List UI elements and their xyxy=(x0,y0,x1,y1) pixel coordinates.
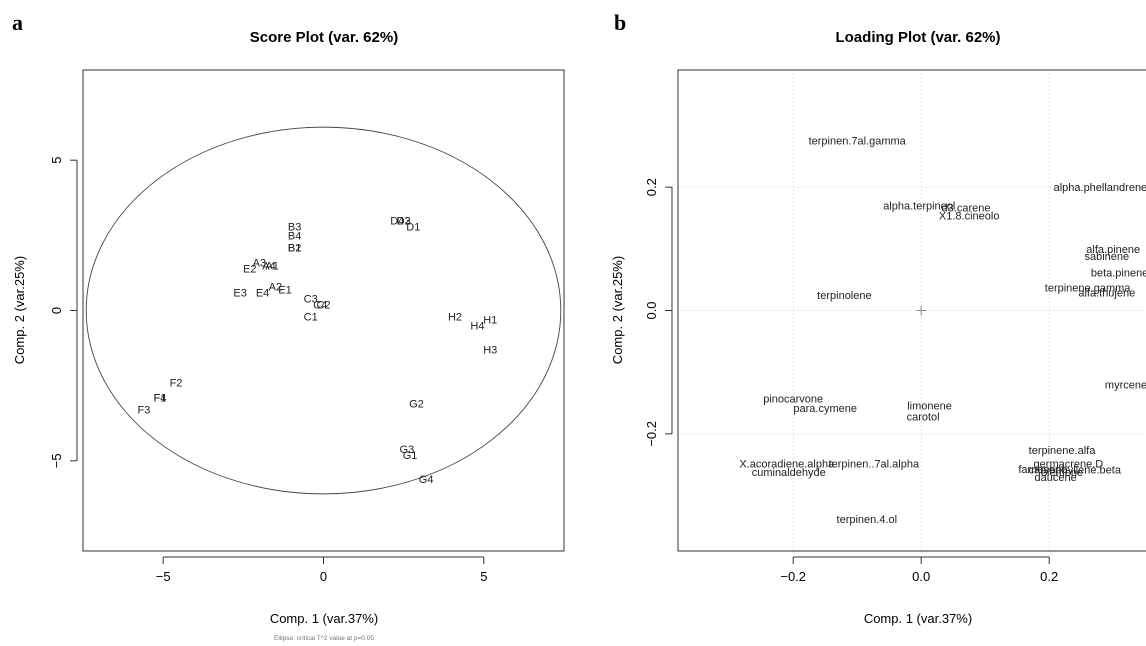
score-point-label: C3 xyxy=(304,293,318,305)
x-tick-label: 0 xyxy=(320,569,327,584)
loading-point-label: terpinen.7al.gamma xyxy=(809,135,907,147)
y-tick-label: 0.0 xyxy=(644,301,659,319)
loading-point-label: carotol xyxy=(907,412,940,424)
loading-point-label: alfa.thujene xyxy=(1078,288,1135,300)
score-point-label: B4 xyxy=(288,230,301,242)
loading-point-label: sabinene xyxy=(1084,251,1129,263)
loading-x-axis: −0.2 0.0 0.2 xyxy=(780,556,1058,584)
x-tick-label: 5 xyxy=(480,569,487,584)
score-point-label: B3 xyxy=(288,221,301,233)
score-point-label: G2 xyxy=(409,399,424,411)
loading-point-label: alpha.terpineol xyxy=(883,201,955,213)
score-point-label: E2 xyxy=(243,263,256,275)
loading-point-label: beta.pinene xyxy=(1091,267,1146,279)
loading-point-label: pinocarvone xyxy=(763,394,823,406)
y-tick-label: 5 xyxy=(49,157,64,164)
score-point-label: D3 xyxy=(397,215,411,227)
y-tick-label: 0.2 xyxy=(644,178,659,196)
score-point-label: C1 xyxy=(304,312,318,324)
score-point-label: F2 xyxy=(170,378,183,390)
loading-point-label: d3.carene xyxy=(942,203,991,215)
score-point-label: C2 xyxy=(316,299,330,311)
x-tick-label: −0.2 xyxy=(780,569,806,584)
loading-point-label: terpinen..7al.alpha xyxy=(829,458,920,470)
loading-plot-panel: b Loading Plot (var. 62%) −0.2 0.0 0.2 −0.… xyxy=(610,10,1146,626)
x-tick-label: 0.0 xyxy=(912,569,930,584)
x-tick-label: 0.2 xyxy=(1040,569,1058,584)
loading-point-label: X1.8.cineolo xyxy=(939,211,1000,223)
y-tick-label: −5 xyxy=(49,453,64,468)
confidence-ellipse xyxy=(85,126,562,495)
score-point-label: F3 xyxy=(138,405,151,417)
loading-y-axis: −0.2 0.0 0.2 xyxy=(644,178,673,447)
score-point-label: D4 xyxy=(390,215,404,227)
loading-point-label: alfa.pinene xyxy=(1086,244,1140,256)
score-plot-frame xyxy=(82,69,565,552)
score-point-label: E3 xyxy=(233,287,246,299)
score-point-label: C4 xyxy=(313,299,327,311)
score-x-axis: −5 0 5 xyxy=(156,556,487,584)
score-point-label: E4 xyxy=(256,287,269,299)
score-point-label: A3 xyxy=(253,257,266,269)
loading-point-label: terpinene.gamma xyxy=(1045,283,1131,295)
loading-point-label: terpinene.alfa xyxy=(1029,445,1097,457)
loading-point-label: alpha.phellandrene xyxy=(1054,182,1146,194)
loading-point-label: germacrene.D xyxy=(1034,458,1104,470)
score-y-axis: −5 0 5 xyxy=(49,157,78,468)
score-point-label: A2 xyxy=(269,281,282,293)
score-point-label: G4 xyxy=(419,474,434,486)
y-tick-label: −0.2 xyxy=(644,421,659,447)
score-plot-title: Score Plot (var. 62%) xyxy=(250,29,398,46)
score-x-axis-label: Comp. 1 (var.37%) xyxy=(270,611,378,626)
loading-point-label: para.cymene xyxy=(793,403,857,415)
panel-letter-b: b xyxy=(614,10,626,35)
score-point-label: D2 xyxy=(397,215,411,227)
score-point-label: H3 xyxy=(483,345,497,357)
loading-point-label: elemene xyxy=(1041,467,1083,479)
score-point-label: B2 xyxy=(288,242,301,254)
score-point-label: E1 xyxy=(278,284,291,296)
loading-plot-title: Loading Plot (var. 62%) xyxy=(835,29,1000,46)
loading-point-label: X.acoradiene.alpha xyxy=(739,458,835,470)
loading-point-label: farnesene xyxy=(1018,464,1067,476)
score-point-label: G3 xyxy=(400,444,415,456)
score-point-label: H2 xyxy=(448,312,462,324)
score-y-axis-label: Comp. 2 (var.25%) xyxy=(12,256,27,364)
loading-plot-frame xyxy=(677,69,1146,552)
loading-x-axis-label: Comp. 1 (var.37%) xyxy=(864,611,972,626)
score-point-label: H1 xyxy=(483,315,497,327)
loading-point-label: daucene xyxy=(1034,472,1076,484)
score-point-label: F1 xyxy=(154,393,167,405)
score-point-label: G1 xyxy=(403,450,418,462)
panel-letter-a: a xyxy=(12,10,23,35)
score-point-label: A4 xyxy=(262,260,275,272)
ellipse-note: Ellipse: critical T^2 value at p=0.05 xyxy=(274,635,374,642)
loading-point-label: terpinolene xyxy=(817,290,871,302)
score-plot-panel: a Score Plot (var. 62%) −5 0 5 −5 0 5 B3B4B2… xyxy=(12,10,565,642)
loading-point-label: limonene xyxy=(907,400,952,412)
loading-point-label: myrcene xyxy=(1105,380,1146,392)
score-point-label: D1 xyxy=(406,221,420,233)
score-point-label: H4 xyxy=(470,321,484,333)
loading-points: terpinen.7al.gamma alpha.phellandrene alph… xyxy=(739,135,1146,526)
x-tick-label: −5 xyxy=(156,569,171,584)
origin-marker xyxy=(916,305,927,316)
loading-point-label: terpinen.4.ol xyxy=(837,514,898,526)
score-point-label: B1 xyxy=(288,242,301,254)
loading-point-label: cuminaldehyde xyxy=(752,467,826,479)
y-tick-label: 0 xyxy=(49,307,64,314)
score-point-label: F4 xyxy=(154,393,167,405)
loading-y-axis-label: Comp. 2 (var.25%) xyxy=(610,256,625,364)
score-point-label: A1 xyxy=(265,260,278,272)
loading-point-label: caryophyllene.beta xyxy=(1029,465,1122,477)
